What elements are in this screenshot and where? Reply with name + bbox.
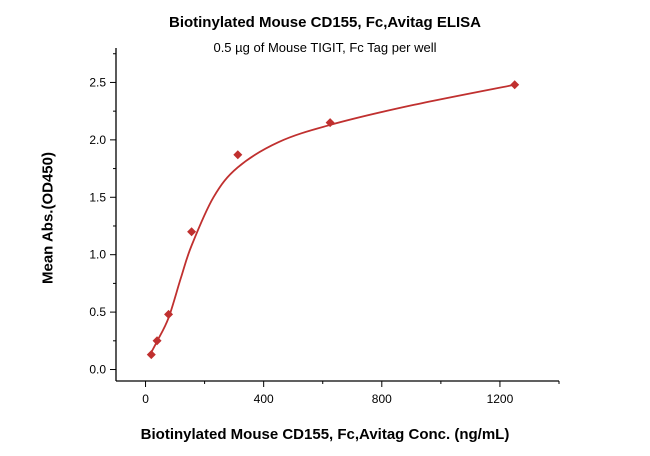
y-tick-label: 1.5 [89,190,106,204]
chart-subtitle: 0.5 µg of Mouse TIGIT, Fc Tag per well [213,40,437,55]
x-tick-label: 400 [254,392,274,406]
data-point [146,350,156,360]
data-point [510,80,520,90]
data-point [233,150,243,160]
chart-title: Biotinylated Mouse CD155, Fc,Avitag ELIS… [168,14,481,31]
y-tick-label: 0.5 [89,305,106,319]
x-axis-label: Biotinylated Mouse CD155, Fc,Avitag Conc… [140,426,510,443]
y-tick-label: 1.0 [89,248,106,262]
data-point [187,227,197,237]
data-point [325,118,335,128]
x-tick-label: 800 [372,392,392,406]
data-point [164,309,174,319]
fit-curve [150,83,515,353]
data-point [152,336,162,346]
y-tick-label: 2.0 [89,133,106,147]
y-tick-label: 0.0 [89,363,106,377]
x-tick-label: 1200 [487,392,514,406]
x-tick-label: 0 [142,392,149,406]
y-tick-label: 2.5 [89,75,106,89]
